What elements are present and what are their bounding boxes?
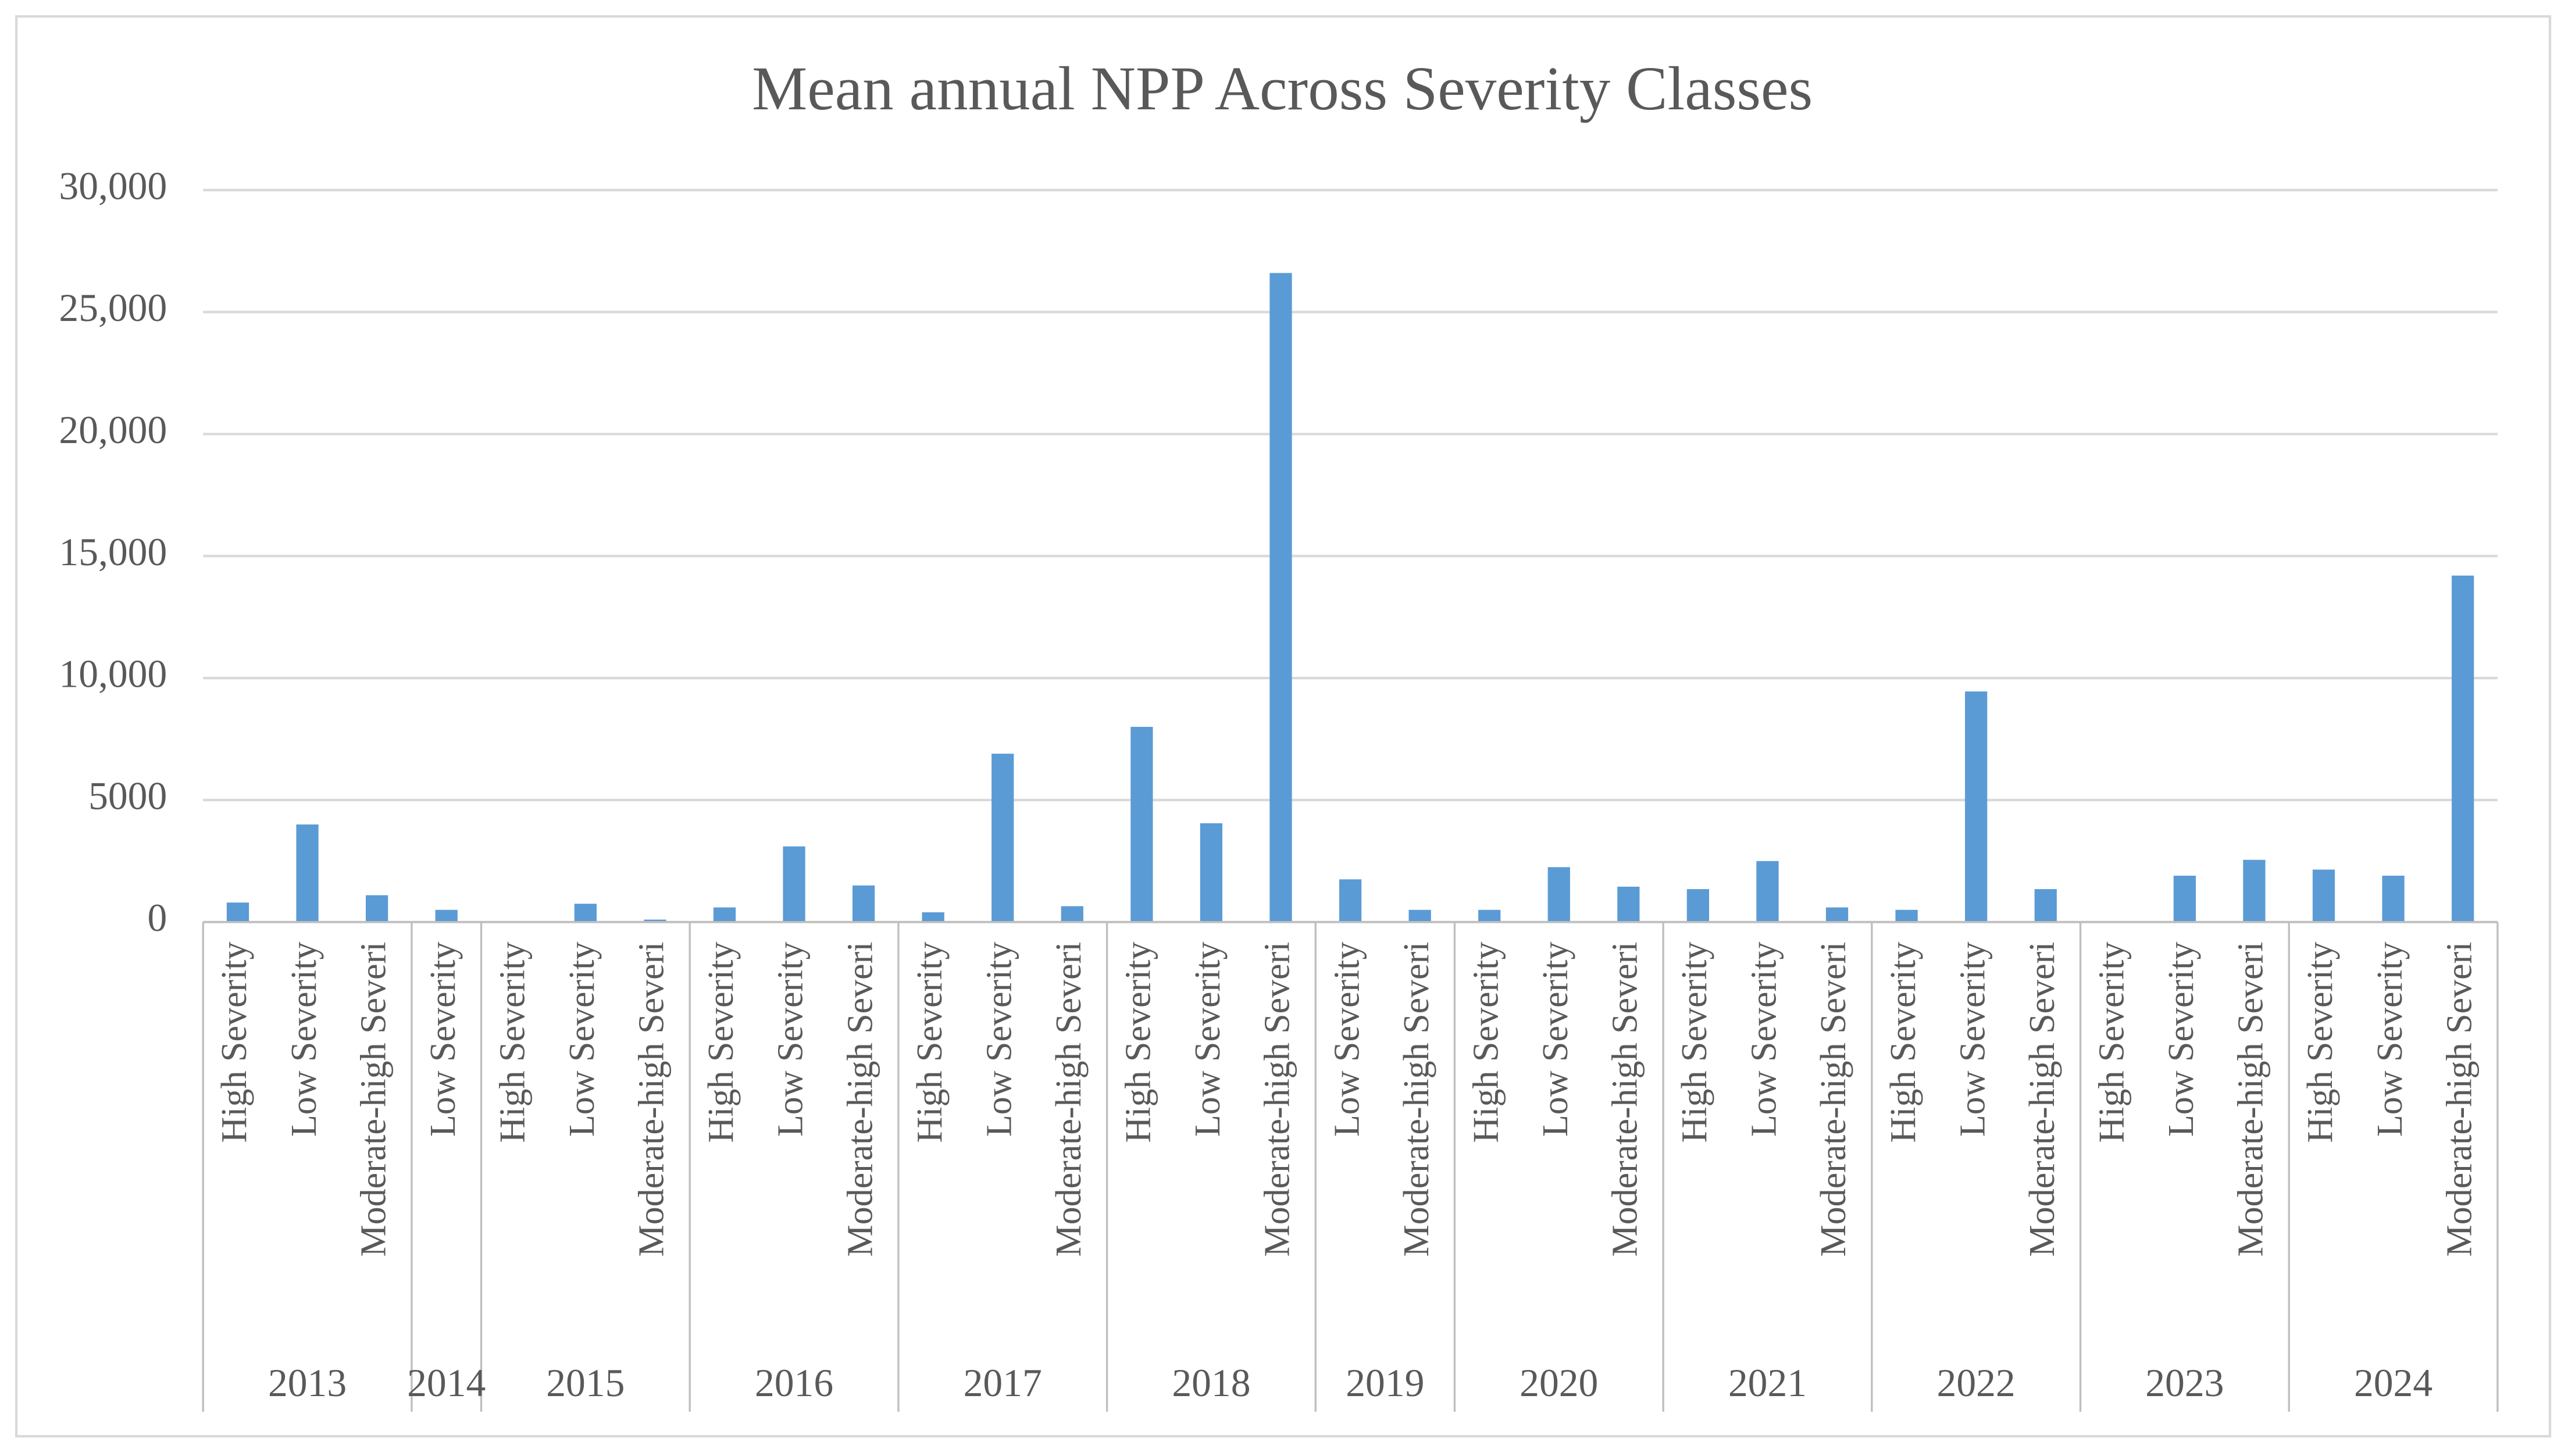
x-category-label: Low Severity	[1536, 942, 1575, 1137]
y-tick-label: 5000	[88, 774, 167, 818]
bar	[1686, 889, 1710, 922]
bar	[1339, 879, 1362, 922]
bar	[783, 846, 805, 922]
x-category-label: High Severity	[2300, 942, 2340, 1143]
x-group-label: 2018	[1172, 1361, 1250, 1405]
y-tick-label: 30,000	[59, 164, 167, 208]
x-category-label: Low Severity	[1745, 942, 1784, 1137]
bar	[226, 902, 249, 922]
bar	[435, 909, 458, 922]
bar	[2382, 876, 2405, 922]
bar	[1547, 867, 1570, 922]
x-category-label: Moderate-high Severi	[2023, 942, 2062, 1257]
bar	[1965, 691, 1988, 922]
bar	[366, 895, 388, 922]
x-category-label: High Severity	[493, 942, 532, 1143]
y-tick-label: 25,000	[59, 286, 167, 330]
x-group-label: 2024	[2354, 1361, 2433, 1405]
bar	[1617, 886, 1640, 922]
x-category-label: Moderate-high Severi	[1397, 942, 1436, 1257]
bar	[1130, 727, 1153, 922]
x-group-label: 2016	[755, 1361, 833, 1405]
bar	[2243, 859, 2266, 922]
x-category-label: Low Severity	[979, 942, 1019, 1137]
bar	[1269, 273, 1292, 922]
x-group-label: 2022	[1937, 1361, 2016, 1405]
x-category-label: High Severity	[1119, 942, 1158, 1143]
x-category-label: High Severity	[1466, 942, 1506, 1143]
x-category-label: Moderate-high Severi	[354, 942, 393, 1257]
bar	[1756, 861, 1779, 922]
bar	[2451, 575, 2474, 922]
bar	[1825, 907, 1849, 922]
x-category-label: High Severity	[215, 942, 254, 1143]
x-category-label: High Severity	[701, 942, 741, 1143]
chart-title: Mean annual NPP Across Severity Classes	[752, 55, 1813, 123]
x-group-label: 2019	[1346, 1361, 1424, 1405]
x-category-label: Moderate-high Severi	[840, 942, 880, 1257]
bar	[1408, 909, 1431, 922]
bar	[991, 754, 1014, 922]
bar	[296, 824, 319, 922]
y-tick-label: 0	[147, 896, 167, 940]
y-tick-label: 20,000	[59, 408, 167, 452]
y-tick-label: 10,000	[59, 652, 167, 696]
x-group-label: 2013	[268, 1361, 347, 1405]
bar	[852, 885, 875, 922]
x-category-label: High Severity	[1884, 942, 1923, 1143]
bar	[2312, 869, 2335, 922]
x-category-label: Moderate-high Severi	[2231, 942, 2271, 1257]
x-category-label: High Severity	[1675, 942, 1714, 1143]
x-category-label: Moderate-high Severi	[1814, 942, 1853, 1257]
x-category-label: Low Severity	[1953, 942, 1992, 1137]
bar	[922, 912, 944, 922]
bar	[2173, 876, 2196, 922]
x-group-label: 2023	[2145, 1361, 2224, 1405]
bar	[1478, 909, 1501, 922]
x-category-label: Moderate-high Severi	[1049, 942, 1089, 1257]
x-group-label: 2014	[407, 1361, 486, 1405]
bar	[713, 907, 736, 922]
x-category-label: Low Severity	[423, 942, 463, 1137]
x-category-label: High Severity	[2092, 942, 2132, 1143]
bar	[1895, 909, 1918, 922]
x-group-label: 2020	[1520, 1361, 1598, 1405]
bar	[1061, 906, 1083, 922]
x-category-label: Low Severity	[562, 942, 602, 1137]
x-category-label: Low Severity	[2162, 942, 2201, 1137]
bar	[1200, 823, 1223, 922]
x-group-label: 2017	[964, 1361, 1042, 1405]
x-category-label: Low Severity	[771, 942, 811, 1137]
x-category-label: Low Severity	[284, 942, 324, 1137]
x-category-label: High Severity	[910, 942, 950, 1143]
bar	[574, 904, 597, 922]
x-group-label: 2021	[1728, 1361, 1807, 1405]
x-category-label: Moderate-high Severi	[632, 942, 672, 1257]
x-category-label: Moderate-high Severi	[2439, 942, 2479, 1257]
bar	[644, 919, 666, 922]
x-category-label: Moderate-high Severi	[1606, 942, 1645, 1257]
x-group-label: 2015	[546, 1361, 625, 1405]
x-category-label: Moderate-high Severi	[1258, 942, 1297, 1257]
bar	[2034, 889, 2057, 922]
x-category-label: Low Severity	[1327, 942, 1367, 1137]
x-category-label: Low Severity	[1188, 942, 1228, 1137]
y-tick-label: 15,000	[59, 530, 167, 574]
x-category-label: Low Severity	[2370, 942, 2410, 1137]
